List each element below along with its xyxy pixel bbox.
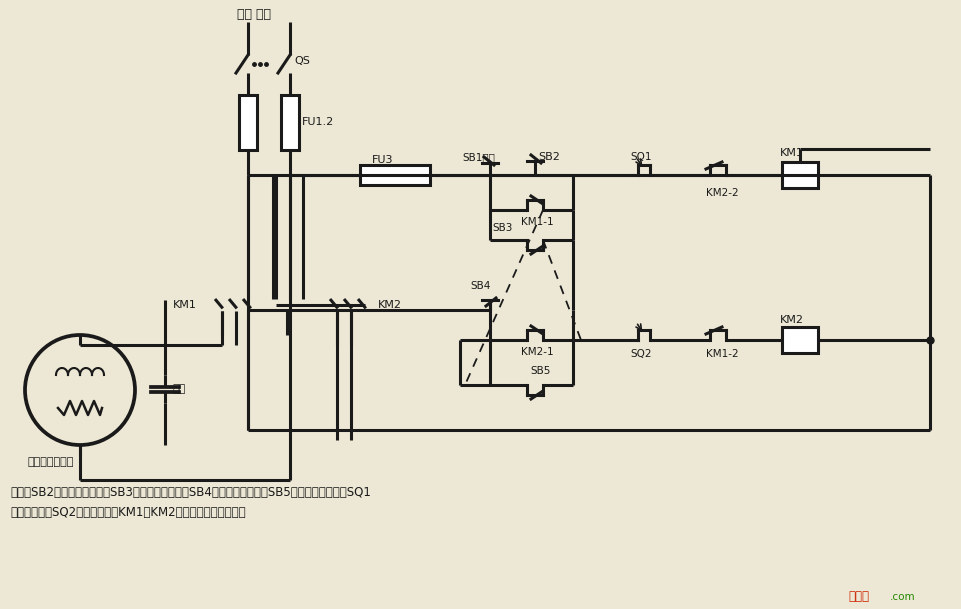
Text: SB2: SB2 <box>537 152 559 162</box>
Text: KM1-1: KM1-1 <box>521 217 553 227</box>
Text: 接线图: 接线图 <box>847 591 868 604</box>
Text: KM2: KM2 <box>779 315 803 325</box>
Text: SQ1: SQ1 <box>629 152 651 162</box>
Bar <box>238 95 257 150</box>
Text: SB1停止: SB1停止 <box>461 152 494 162</box>
Text: KM1-2: KM1-2 <box>705 349 738 359</box>
Text: 为最高限位，SQ2为最低限位。KM1、KM2可用中间继电器代替。: 为最高限位，SQ2为最低限位。KM1、KM2可用中间继电器代替。 <box>10 507 245 519</box>
Text: 单相电容电动机: 单相电容电动机 <box>28 457 74 467</box>
Text: FU3: FU3 <box>372 155 393 165</box>
Text: SQ2: SQ2 <box>629 349 651 359</box>
Text: KM1: KM1 <box>173 300 197 310</box>
Bar <box>281 95 299 150</box>
Text: KM2-1: KM2-1 <box>521 347 553 357</box>
Text: 说明：SB2为上升启动按鉖，SB3为上升点动按鉖，SB4为下降启动按鉖，SB5为下降点动按鉖；SQ1: 说明：SB2为上升启动按鉖，SB3为上升点动按鉖，SB4为下降启动按鉖，SB5为… <box>10 487 371 499</box>
Text: SB3: SB3 <box>491 223 512 233</box>
Bar <box>781 162 817 188</box>
Text: 电容: 电容 <box>173 384 186 394</box>
Text: KM2-2: KM2-2 <box>705 188 738 198</box>
Text: KM1: KM1 <box>779 148 803 158</box>
Bar <box>781 327 817 353</box>
Text: 火线 零线: 火线 零线 <box>236 7 271 21</box>
Text: FU1.2: FU1.2 <box>302 117 333 127</box>
Text: .com: .com <box>889 592 915 602</box>
Bar <box>359 165 430 185</box>
Text: QS: QS <box>294 56 309 66</box>
Text: KM2: KM2 <box>378 300 402 310</box>
Text: SB5: SB5 <box>530 366 550 376</box>
Text: SB4: SB4 <box>470 281 490 291</box>
